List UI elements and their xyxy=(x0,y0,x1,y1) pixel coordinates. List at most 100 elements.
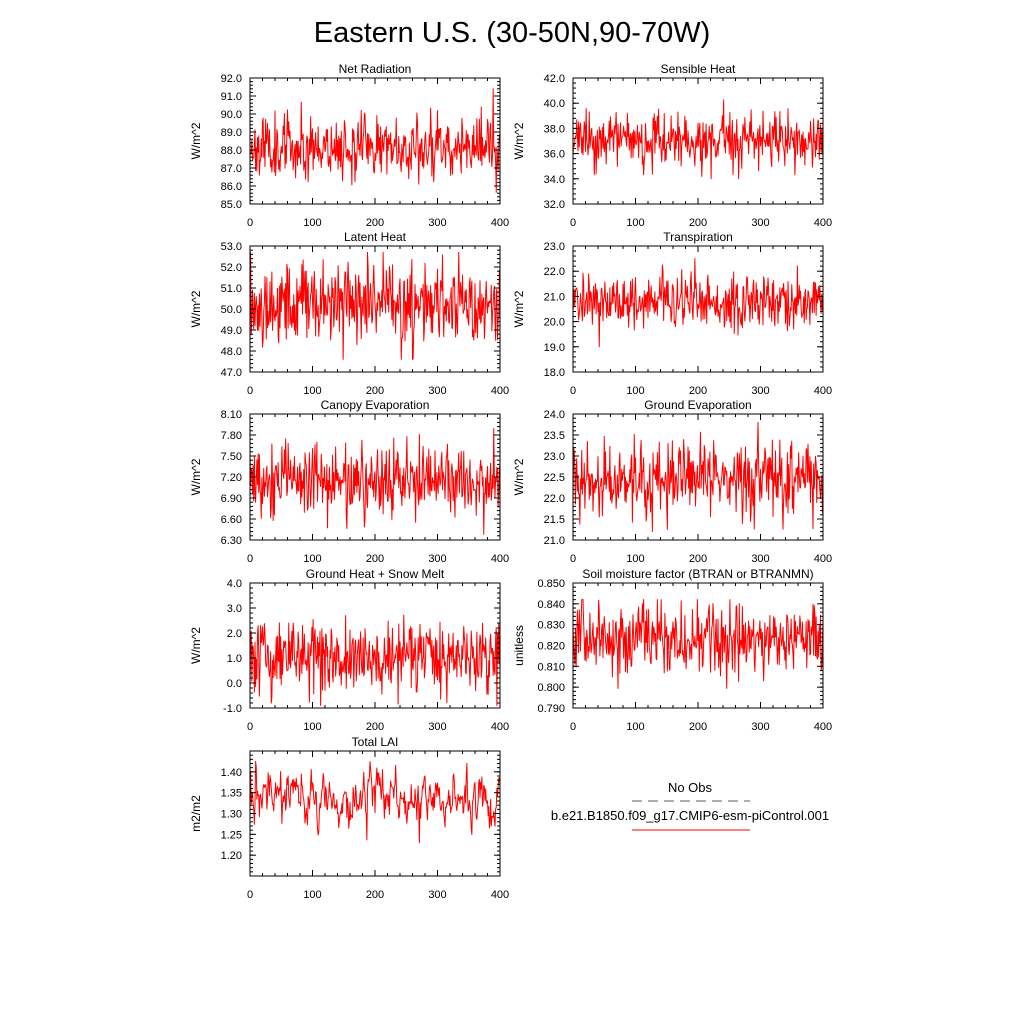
series-line xyxy=(249,760,501,844)
x-tick-label: 400 xyxy=(491,217,509,229)
x-tick-label: 0 xyxy=(570,553,576,565)
y-tick-label: 86.0 xyxy=(221,181,242,193)
y-tick-label: 0.0 xyxy=(227,678,242,690)
x-tick-label: 200 xyxy=(689,721,707,733)
panel-net-radiation: Net Radiation W/m^2 0 100 200 300 400 85.0 86.0 8… xyxy=(189,62,509,229)
x-tick-label: 0 xyxy=(570,721,576,733)
y-tick-label: 0.790 xyxy=(537,703,565,715)
y-tick-label: 21.5 xyxy=(544,514,565,526)
plot-frame xyxy=(249,582,501,709)
x-tick-label: 400 xyxy=(491,721,509,733)
y-axis-label: W/m^2 xyxy=(189,627,203,664)
series-line xyxy=(249,88,501,193)
y-tick-label: 90.0 xyxy=(221,109,242,121)
y-tick-label: 40.0 xyxy=(544,98,565,110)
series-line xyxy=(572,258,824,348)
y-tick-label: 50.0 xyxy=(221,304,242,316)
y-tick-label: 3.0 xyxy=(227,603,242,615)
x-tick-label: 200 xyxy=(366,721,384,733)
y-tick-label: 42.0 xyxy=(544,73,565,85)
y-tick-label: 20.0 xyxy=(544,317,565,329)
plot-frame xyxy=(249,750,501,877)
x-tick-label: 200 xyxy=(366,385,384,397)
y-tick-label: 47.0 xyxy=(221,367,242,379)
x-tick-label: 100 xyxy=(626,385,644,397)
y-axis-label: W/m^2 xyxy=(512,290,526,327)
y-tick-label: 0.830 xyxy=(537,620,565,632)
y-axis-label: W/m^2 xyxy=(189,290,203,327)
legend: No Obs b.e21.B1850.f09_g17.CMIP6-esm-piC… xyxy=(551,780,829,831)
panel-title: Canopy Evaporation xyxy=(321,398,430,412)
panel-title: Total LAI xyxy=(352,735,399,749)
panel-canopy-evaporation: Canopy Evaporation W/m^2 0 100 200 300 400 6.30… xyxy=(189,398,509,565)
y-tick-label: 34.0 xyxy=(544,174,565,186)
y-tick-label: 1.0 xyxy=(227,653,242,665)
y-tick-label: 91.0 xyxy=(221,91,242,103)
y-tick-label: 1.20 xyxy=(221,850,242,862)
y-tick-label: 0.850 xyxy=(537,578,565,590)
y-tick-label: 23.0 xyxy=(544,241,565,253)
x-tick-label: 200 xyxy=(689,385,707,397)
y-tick-label: 0.820 xyxy=(537,641,565,653)
x-tick-label: 100 xyxy=(303,553,321,565)
x-tick-label: 400 xyxy=(491,553,509,565)
y-tick-label: 88.0 xyxy=(221,145,242,157)
figure-title: Eastern U.S. (30-50N,90-70W) xyxy=(314,17,710,49)
panel-latent-heat: Latent Heat W/m^2 0 100 200 300 400 47.0 48.0 49.… xyxy=(189,230,509,397)
x-tick-label: 200 xyxy=(366,217,384,229)
y-axis-label: W/m^2 xyxy=(512,122,526,159)
x-tick-label: 300 xyxy=(428,385,446,397)
panel-title: Ground Heat + Snow Melt xyxy=(306,567,445,581)
panel-ground-heat-snow-melt: Ground Heat + Snow Melt W/m^2 0 100 200 300 40… xyxy=(189,567,509,733)
x-tick-label: 300 xyxy=(428,217,446,229)
x-tick-label: 200 xyxy=(366,889,384,901)
y-tick-label: 18.0 xyxy=(544,367,565,379)
y-tick-label: 1.40 xyxy=(221,767,242,779)
y-tick-label: 52.0 xyxy=(221,262,242,274)
y-axis-label: W/m^2 xyxy=(189,458,203,495)
y-tick-label: 23.5 xyxy=(544,430,565,442)
y-tick-label: 0.840 xyxy=(537,599,565,611)
panels-group: Net Radiation W/m^2 0 100 200 300 400 85.0 86.0 8… xyxy=(189,62,832,901)
x-tick-label: 100 xyxy=(626,721,644,733)
y-tick-label: 6.90 xyxy=(221,493,242,505)
y-tick-label: -1.0 xyxy=(223,703,242,715)
y-tick-label: 22.0 xyxy=(544,493,565,505)
x-tick-label: 300 xyxy=(428,889,446,901)
x-tick-label: 0 xyxy=(247,889,253,901)
x-tick-label: 0 xyxy=(570,217,576,229)
y-tick-label: 92.0 xyxy=(221,73,242,85)
y-tick-label: 32.0 xyxy=(544,199,565,211)
x-tick-label: 0 xyxy=(570,385,576,397)
x-tick-label: 400 xyxy=(814,553,832,565)
panel-title: Latent Heat xyxy=(344,230,407,244)
y-axis-label: unitless xyxy=(512,625,526,666)
y-tick-label: 48.0 xyxy=(221,346,242,358)
panel-title: Net Radiation xyxy=(339,62,412,76)
y-axis-label: m2/m2 xyxy=(189,795,203,832)
panel-title: Sensible Heat xyxy=(661,62,736,76)
y-tick-label: 7.80 xyxy=(221,430,242,442)
x-tick-label: 100 xyxy=(626,217,644,229)
series-line xyxy=(572,599,824,690)
x-tick-label: 100 xyxy=(303,217,321,229)
x-tick-label: 400 xyxy=(814,217,832,229)
x-tick-label: 200 xyxy=(689,553,707,565)
panel-title: Soil moisture factor (BTRAN or BTRANMN) xyxy=(582,567,813,581)
y-tick-label: 1.25 xyxy=(221,829,242,841)
y-tick-label: 89.0 xyxy=(221,127,242,139)
y-tick-label: 8.10 xyxy=(221,409,242,421)
y-tick-label: 87.0 xyxy=(221,163,242,175)
y-axis-label: W/m^2 xyxy=(512,458,526,495)
x-tick-label: 400 xyxy=(491,889,509,901)
y-tick-label: 21.0 xyxy=(544,291,565,303)
legend-obs-label: No Obs xyxy=(668,780,713,795)
y-tick-label: 19.0 xyxy=(544,342,565,354)
y-tick-label: 6.60 xyxy=(221,514,242,526)
y-tick-label: 6.30 xyxy=(221,535,242,547)
x-tick-label: 300 xyxy=(428,553,446,565)
x-tick-label: 200 xyxy=(689,217,707,229)
x-tick-label: 100 xyxy=(303,385,321,397)
y-tick-label: 24.0 xyxy=(544,409,565,421)
